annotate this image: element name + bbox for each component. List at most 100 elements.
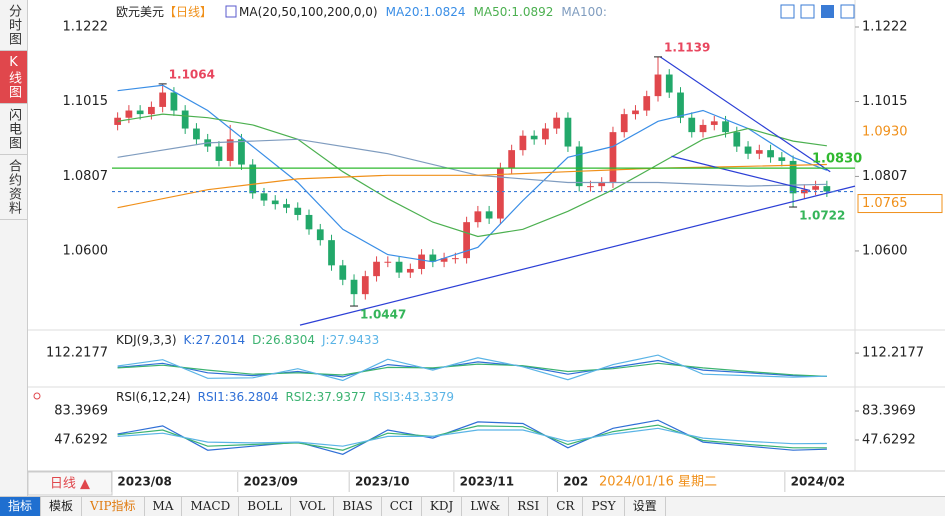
candle-body	[159, 92, 167, 107]
y-tick-label: 47.6292	[862, 432, 916, 447]
toolbar-item[interactable]: MA	[145, 497, 183, 516]
period-selector[interactable]: 日线 ▲	[50, 477, 90, 492]
candle-body	[226, 139, 234, 161]
candle-body	[699, 124, 707, 133]
candle-body	[440, 258, 448, 262]
legend-entry: RSI1:36.2804	[198, 390, 279, 404]
candle-body	[463, 222, 470, 259]
side-tab[interactable]: K线图	[0, 51, 27, 104]
candle-body	[609, 132, 617, 183]
crosshair-box	[587, 473, 728, 491]
candle-body	[361, 276, 369, 295]
candle-body	[316, 229, 324, 241]
y-tick-label-left: 47.6292	[54, 432, 108, 447]
series-line	[117, 359, 827, 378]
candle-body	[688, 117, 696, 133]
candle-body	[384, 261, 392, 263]
icon[interactable]	[821, 5, 834, 18]
y-tick-label: 1.0807	[862, 169, 908, 184]
candle-body	[643, 96, 651, 111]
x-tick-label: 2023/10	[355, 475, 409, 489]
candle-body	[508, 150, 516, 169]
ma-icon[interactable]	[225, 5, 237, 18]
candle-body	[339, 265, 347, 280]
toolbar-item[interactable]: BOLL	[239, 497, 292, 516]
candle-body	[215, 146, 223, 161]
candle-body	[429, 254, 437, 262]
price-label: 1.0930	[862, 125, 908, 140]
candle-body	[350, 279, 358, 295]
series-line	[117, 362, 827, 377]
annotation: 1.1064	[169, 67, 215, 81]
y-tick-label-left: 83.3969	[54, 403, 108, 418]
price-label: 1.0765	[862, 196, 908, 211]
price-box	[857, 194, 943, 214]
toolbar-item[interactable]: BIAS	[334, 497, 382, 516]
candle-body	[812, 186, 819, 190]
candle-body	[305, 214, 313, 230]
toolbar-item[interactable]: RSI	[509, 497, 549, 516]
side-tab[interactable]: 闪电图	[0, 104, 27, 155]
candle-body	[418, 254, 425, 269]
toolbar-item[interactable]: LW&	[462, 497, 510, 516]
toolbar-item[interactable]: 模板	[41, 497, 83, 516]
y-tick-label: 1.1015	[862, 94, 908, 109]
legend-entry: K:27.2014	[184, 333, 246, 347]
title: 欧元美元	[116, 5, 164, 19]
y-tick-label: 1.1222	[862, 20, 908, 35]
toolbar-item[interactable]: VIP指标	[82, 497, 145, 516]
y-tick-label-left: 112.2177	[46, 346, 108, 361]
series-line	[117, 113, 827, 238]
series-line	[117, 354, 827, 382]
toolbar-item[interactable]: KDJ	[422, 497, 463, 516]
panel-header: KDJ(9,3,3) K:27.2014 D:26.8304 J:27.9433	[116, 333, 379, 347]
toolbar-item[interactable]: CCI	[382, 497, 422, 516]
candle-body	[485, 211, 493, 219]
candle-body	[789, 160, 797, 194]
toolbar-item[interactable]: CR	[548, 497, 584, 516]
icon[interactable]	[840, 4, 855, 19]
toolbar-item[interactable]: 指标	[0, 497, 42, 516]
sidebar: 分时图 K线图 闪电图 合约资料	[0, 0, 28, 496]
candle-body	[575, 146, 583, 187]
side-tab[interactable]: 合约资料	[0, 155, 27, 220]
x-tick-label: 2023/11	[460, 475, 514, 489]
candle-body	[778, 157, 786, 161]
icon[interactable]	[780, 4, 795, 19]
legend-entry: J:27.9433	[321, 333, 379, 347]
candle-body	[193, 128, 200, 140]
legend-entry: MA50:1.0892	[474, 5, 554, 19]
candle-body	[451, 258, 459, 260]
trend-line	[671, 155, 811, 192]
legend-entry: RSI2:37.9377	[285, 390, 366, 404]
candle-body	[283, 204, 290, 208]
toolbar-item[interactable]: 设置	[625, 497, 666, 516]
candle-body	[406, 268, 414, 273]
header-title: 欧元美元【日线】	[116, 5, 212, 19]
toolbar-item[interactable]: PSY	[583, 497, 625, 516]
series-line	[117, 84, 828, 263]
annotation: 1.1139	[664, 40, 710, 54]
series-line	[117, 138, 827, 187]
candle-body	[125, 110, 133, 118]
price-label: 1.0830	[812, 152, 862, 167]
legend-entry: MA100:	[561, 5, 607, 19]
series-line	[117, 419, 827, 455]
legend-entry: MA20:1.0824	[386, 5, 466, 19]
candle-body	[328, 240, 335, 266]
x-tick-label: 2023/08	[117, 475, 171, 489]
side-tab[interactable]: 分时图	[0, 0, 27, 51]
toolbar-item[interactable]: MACD	[182, 497, 240, 516]
candle-body	[181, 110, 189, 129]
candle-body	[395, 261, 403, 273]
candle-body	[654, 74, 662, 97]
icon[interactable]	[800, 4, 815, 19]
candle-body	[148, 106, 155, 115]
y-tick-label-left: 1.0807	[63, 169, 109, 184]
indicator: MA(20,50,100,200,0,0)	[239, 5, 378, 19]
candle-body	[271, 200, 279, 205]
window-icons[interactable]	[780, 4, 855, 19]
toolbar-item[interactable]: VOL	[291, 497, 335, 516]
annotation: 1.0722	[799, 209, 845, 223]
toolbar: 指标 模板 VIP指标 MA MACD BOLL VOL BIAS CCI KDJ LW& RSI CR…	[0, 496, 945, 516]
